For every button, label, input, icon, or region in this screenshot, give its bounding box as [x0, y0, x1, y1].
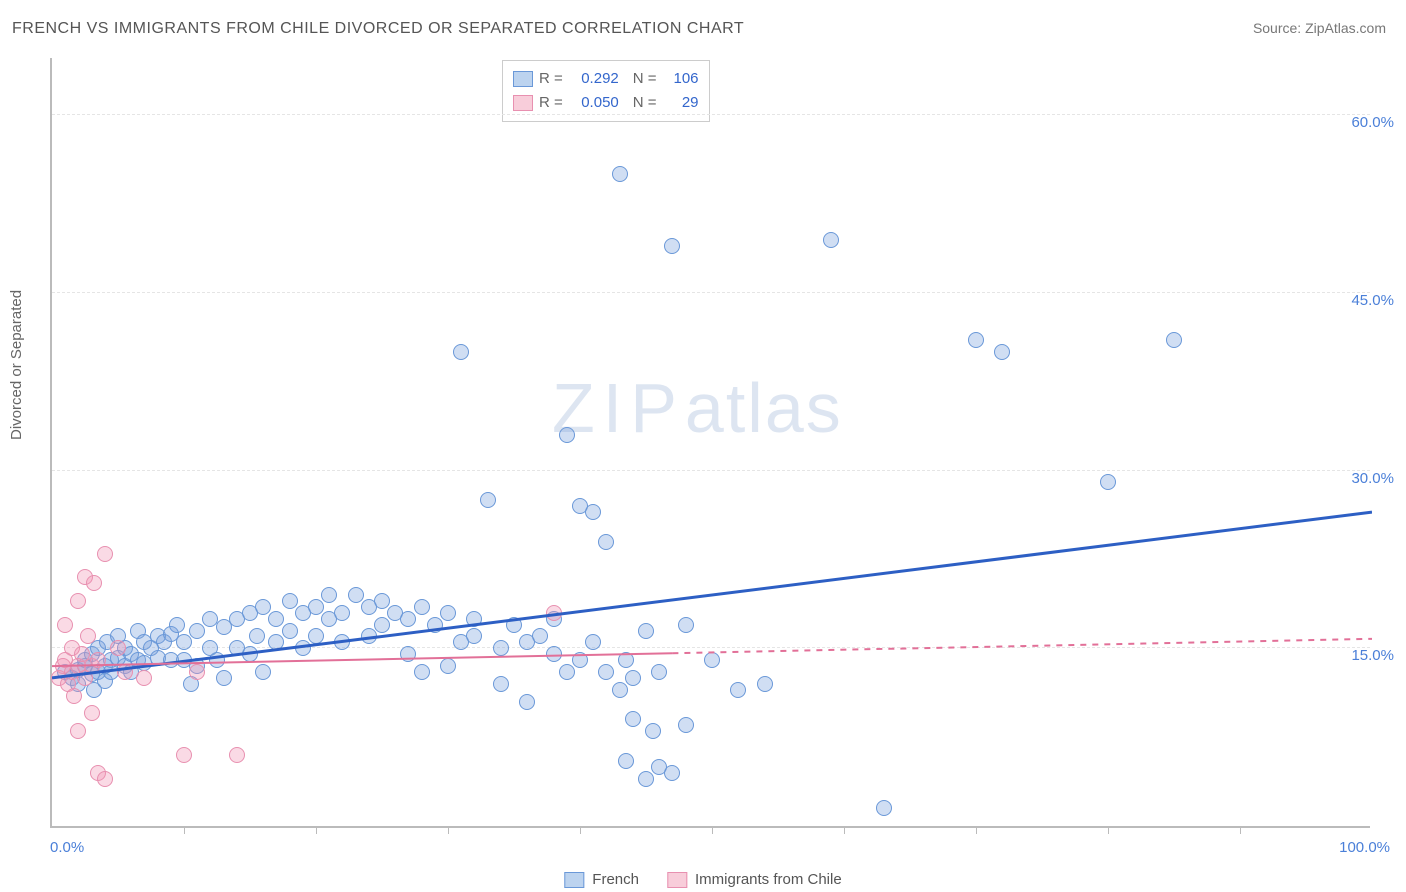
trend-lines [52, 56, 1372, 826]
source-attribution: Source: ZipAtlas.com [1253, 20, 1386, 36]
y-tick-label: 45.0% [1351, 292, 1394, 309]
y-tick-label: 30.0% [1351, 470, 1394, 487]
x-origin-label: 0.0% [50, 839, 84, 856]
chart-title: FRENCH VS IMMIGRANTS FROM CHILE DIVORCED… [12, 20, 744, 38]
legend-swatch [667, 872, 687, 888]
x-tick [712, 826, 713, 834]
x-tick [448, 826, 449, 834]
series-legend: French Immigrants from Chile [564, 871, 841, 888]
x-tick [316, 826, 317, 834]
x-max-label: 100.0% [1339, 839, 1390, 856]
x-tick [1108, 826, 1109, 834]
legend-label: French [592, 871, 639, 888]
y-axis-label: Divorced or Separated [8, 290, 25, 440]
x-tick [184, 826, 185, 834]
legend-item: French [564, 871, 639, 888]
x-tick [580, 826, 581, 834]
legend-swatch [564, 872, 584, 888]
y-tick-label: 15.0% [1351, 647, 1394, 664]
x-tick [844, 826, 845, 834]
legend-label: Immigrants from Chile [695, 871, 842, 888]
legend-item: Immigrants from Chile [667, 871, 842, 888]
plot-area: ZIPatlas R =0.292N =106R =0.050N =29 [50, 58, 1370, 828]
x-tick [1240, 826, 1241, 834]
x-tick [976, 826, 977, 834]
y-tick-label: 60.0% [1351, 114, 1394, 131]
